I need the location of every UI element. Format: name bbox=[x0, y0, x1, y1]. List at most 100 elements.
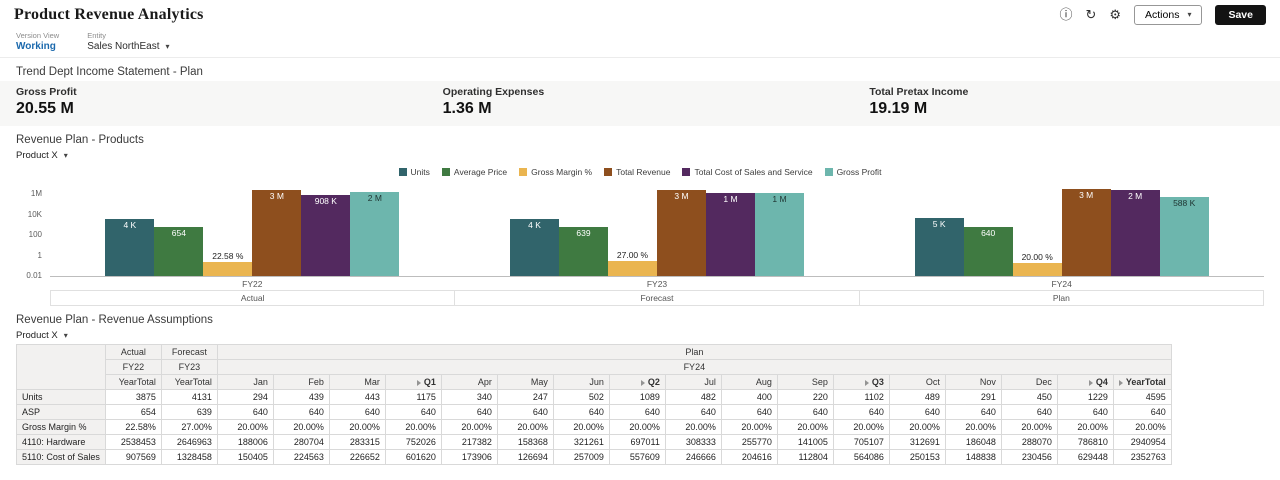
bar-average-price[interactable]: 654 bbox=[154, 226, 204, 276]
grid-cell[interactable]: 283315 bbox=[328, 434, 386, 450]
bar-average-price[interactable]: 639 bbox=[559, 226, 608, 276]
grid-cell[interactable]: 640 bbox=[272, 404, 330, 420]
grid-cell[interactable]: 907569 bbox=[104, 449, 162, 465]
refresh-icon[interactable]: ↻ bbox=[1085, 7, 1097, 23]
grid-cell[interactable]: 20.00% bbox=[496, 419, 554, 435]
grid-period-header-q2[interactable]: Q2 bbox=[608, 374, 666, 390]
grid-period-header-yeartotal[interactable]: YearTotal bbox=[1112, 374, 1172, 390]
grid-cell[interactable]: 1089 bbox=[608, 389, 666, 405]
grid-cell[interactable]: 557609 bbox=[608, 449, 666, 465]
bar-units[interactable]: 4 K bbox=[105, 218, 155, 276]
grid-cell[interactable]: 640 bbox=[832, 404, 890, 420]
pov-version-value[interactable]: Working bbox=[16, 41, 56, 52]
grid-cell[interactable]: 217382 bbox=[440, 434, 498, 450]
grid-cell[interactable]: 450 bbox=[1000, 389, 1058, 405]
actions-button[interactable]: Actions ▾ bbox=[1134, 5, 1203, 25]
grid-cell[interactable]: 112804 bbox=[776, 449, 834, 465]
grid-cell[interactable]: 629448 bbox=[1056, 449, 1114, 465]
bar-gross-margin[interactable]: 22.58 % bbox=[203, 251, 253, 276]
grid-cell[interactable]: 640 bbox=[608, 404, 666, 420]
grid-cell[interactable]: 141005 bbox=[776, 434, 834, 450]
grid-cell[interactable]: 158368 bbox=[496, 434, 554, 450]
grid-cell[interactable]: 1229 bbox=[1056, 389, 1114, 405]
grid-cell[interactable]: 230456 bbox=[1000, 449, 1058, 465]
grid-cell[interactable]: 20.00% bbox=[1056, 419, 1114, 435]
legend-item-gross-profit[interactable]: Gross Profit bbox=[824, 167, 881, 177]
grid-cell[interactable]: 489 bbox=[888, 389, 946, 405]
grid-cell[interactable]: 640 bbox=[328, 404, 386, 420]
bar-average-price[interactable]: 640 bbox=[963, 226, 1013, 276]
grid-cell[interactable]: 640 bbox=[440, 404, 498, 420]
grid-cell[interactable]: 752026 bbox=[384, 434, 442, 450]
grid-cell[interactable]: 3875 bbox=[104, 389, 162, 405]
bar-total-revenue[interactable]: 3 M bbox=[1061, 189, 1111, 276]
grid-cell[interactable]: 705107 bbox=[832, 434, 890, 450]
grid-cell[interactable]: 340 bbox=[440, 389, 498, 405]
grid-cell[interactable]: 27.00% bbox=[160, 419, 218, 435]
grid-period-header-q1[interactable]: Q1 bbox=[384, 374, 442, 390]
bar-units[interactable]: 5 K bbox=[914, 218, 964, 276]
bar-total-cost-of-sales-and-service[interactable]: 908 K bbox=[301, 194, 351, 276]
grid-cell[interactable]: 640 bbox=[496, 404, 554, 420]
legend-item-units[interactable]: Units bbox=[398, 167, 430, 177]
grid-cell[interactable]: 188006 bbox=[216, 434, 274, 450]
grid-cell[interactable]: 640 bbox=[1056, 404, 1114, 420]
grid-cell[interactable]: 640 bbox=[384, 404, 442, 420]
grid-cell[interactable]: 20.00% bbox=[328, 419, 386, 435]
settings-icon[interactable]: ⚙ bbox=[1109, 7, 1122, 23]
grid-cell[interactable]: 20.00% bbox=[272, 419, 330, 435]
grid-cell[interactable]: 20.00% bbox=[944, 419, 1002, 435]
info-icon[interactable]: ⓘ bbox=[1059, 7, 1073, 23]
grid-cell[interactable]: 4131 bbox=[160, 389, 218, 405]
grid-cell[interactable]: 4595 bbox=[1112, 389, 1172, 405]
bar-gross-profit[interactable]: 2 M bbox=[350, 192, 400, 276]
grid-cell[interactable]: 2538453 bbox=[104, 434, 162, 450]
grid-cell[interactable]: 2646963 bbox=[160, 434, 218, 450]
bar-gross-profit[interactable]: 588 K bbox=[1159, 196, 1209, 276]
grid-period-header-q4[interactable]: Q4 bbox=[1056, 374, 1114, 390]
legend-item-gross-margin[interactable]: Gross Margin % bbox=[519, 167, 592, 177]
grid-cell[interactable]: 400 bbox=[720, 389, 778, 405]
grid-cell[interactable]: 640 bbox=[888, 404, 946, 420]
grid-cell[interactable]: 20.00% bbox=[776, 419, 834, 435]
bar-units[interactable]: 4 K bbox=[510, 218, 559, 276]
grid-cell[interactable]: 20.00% bbox=[552, 419, 610, 435]
grid-cell[interactable]: 20.00% bbox=[384, 419, 442, 435]
grid-cell[interactable]: 20.00% bbox=[1112, 419, 1172, 435]
grid-cell[interactable]: 224563 bbox=[272, 449, 330, 465]
grid-cell[interactable]: 1175 bbox=[384, 389, 442, 405]
chart-product-filter[interactable]: Product X ▾ bbox=[0, 149, 1280, 163]
grid-cell[interactable]: 220 bbox=[776, 389, 834, 405]
grid-cell[interactable]: 640 bbox=[720, 404, 778, 420]
bar-total-cost-of-sales-and-service[interactable]: 2 M bbox=[1110, 190, 1160, 276]
bar-gross-margin[interactable]: 20.00 % bbox=[1012, 252, 1062, 276]
grid-cell[interactable]: 20.00% bbox=[720, 419, 778, 435]
grid-cell[interactable]: 280704 bbox=[272, 434, 330, 450]
grid-cell[interactable]: 20.00% bbox=[440, 419, 498, 435]
legend-item-total-cost-of-sales-and-service[interactable]: Total Cost of Sales and Service bbox=[682, 167, 813, 177]
grid-cell[interactable]: 20.00% bbox=[1000, 419, 1058, 435]
grid-cell[interactable]: 482 bbox=[664, 389, 722, 405]
grid-cell[interactable]: 640 bbox=[776, 404, 834, 420]
grid-cell[interactable]: 246666 bbox=[664, 449, 722, 465]
grid-cell[interactable]: 20.00% bbox=[216, 419, 274, 435]
grid-cell[interactable]: 173906 bbox=[440, 449, 498, 465]
grid-cell[interactable]: 20.00% bbox=[608, 419, 666, 435]
grid-cell[interactable]: 640 bbox=[216, 404, 274, 420]
grid-cell[interactable]: 22.58% bbox=[104, 419, 162, 435]
grid-cell[interactable]: 640 bbox=[552, 404, 610, 420]
grid-cell[interactable]: 312691 bbox=[888, 434, 946, 450]
grid-period-header-q3[interactable]: Q3 bbox=[832, 374, 890, 390]
grid-cell[interactable]: 226652 bbox=[328, 449, 386, 465]
grid-cell[interactable]: 247 bbox=[496, 389, 554, 405]
grid-cell[interactable]: 20.00% bbox=[832, 419, 890, 435]
pov-entity-value[interactable]: Sales NorthEast ▾ bbox=[87, 41, 169, 52]
grid-cell[interactable]: 186048 bbox=[944, 434, 1002, 450]
bar-total-cost-of-sales-and-service[interactable]: 1 M bbox=[706, 193, 755, 276]
grid-cell[interactable]: 439 bbox=[272, 389, 330, 405]
grid-cell[interactable]: 601620 bbox=[384, 449, 442, 465]
grid-cell[interactable]: 2352763 bbox=[1112, 449, 1172, 465]
grid-cell[interactable]: 250153 bbox=[888, 449, 946, 465]
bar-gross-profit[interactable]: 1 M bbox=[755, 193, 804, 276]
grid-cell[interactable]: 20.00% bbox=[664, 419, 722, 435]
